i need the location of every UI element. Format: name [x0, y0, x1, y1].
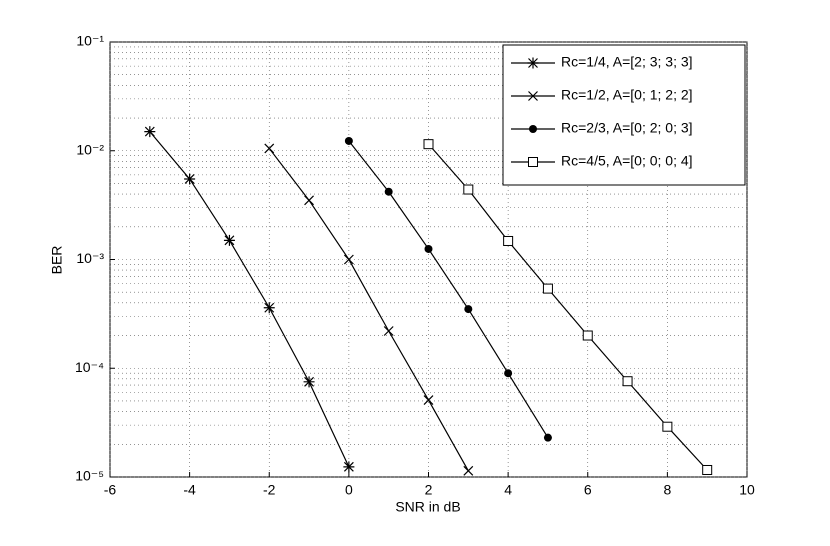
legend-label: Rc=1/2, A=[0; 1; 2; 2] [561, 87, 693, 103]
line [268, 148, 469, 472]
marker [304, 195, 314, 206]
legend-marker [527, 57, 539, 69]
marker [622, 376, 633, 387]
x-tick-label: -6 [104, 482, 117, 498]
x-tick-label: -4 [183, 482, 196, 498]
marker [504, 369, 513, 378]
x-tick-label: 8 [663, 482, 671, 498]
y-tick-label: 10⁻¹ [76, 33, 104, 49]
marker [582, 330, 593, 341]
marker [263, 302, 275, 314]
marker [463, 465, 474, 476]
x-tick-label: 10 [739, 482, 755, 498]
marker [543, 433, 552, 442]
marker [303, 376, 315, 388]
line [428, 143, 708, 471]
marker [383, 326, 394, 336]
marker [343, 254, 354, 265]
marker [344, 136, 353, 145]
line [348, 140, 549, 438]
x-axis-label: SNR in dB [395, 499, 460, 515]
marker [144, 126, 156, 138]
y-tick-label: 10⁻⁵ [75, 468, 104, 484]
y-axis-label: BER [49, 246, 65, 275]
marker [463, 184, 474, 195]
legend-label: Rc=1/4, A=[2; 3; 3; 3] [561, 54, 693, 70]
x-tick-label: 0 [345, 482, 353, 498]
marker [184, 173, 196, 185]
marker [264, 143, 275, 154]
marker [542, 283, 553, 294]
marker [423, 139, 434, 150]
x-tick-label: 6 [584, 482, 592, 498]
x-tick-label: -2 [263, 482, 276, 498]
y-tick-label: 10⁻² [76, 141, 104, 157]
marker [223, 234, 235, 246]
marker [384, 187, 393, 196]
marker [424, 244, 433, 253]
legend-label: Rc=4/5, A=[0; 0; 0; 4] [561, 153, 693, 169]
marker [343, 461, 355, 473]
legend-marker [528, 157, 538, 167]
marker [503, 235, 514, 246]
legend-marker [529, 125, 537, 133]
marker [423, 395, 434, 405]
marker [702, 464, 713, 475]
y-tick-label: 10⁻³ [76, 250, 104, 266]
x-tick-label: 4 [504, 482, 512, 498]
line [149, 131, 350, 468]
legend-marker [528, 91, 538, 101]
legend-label: Rc=2/3, A=[0; 2; 0; 3] [561, 120, 693, 136]
marker [464, 305, 473, 314]
y-tick-label: 10⁻⁴ [75, 359, 104, 375]
marker [662, 421, 673, 432]
x-tick-label: 2 [425, 482, 433, 498]
